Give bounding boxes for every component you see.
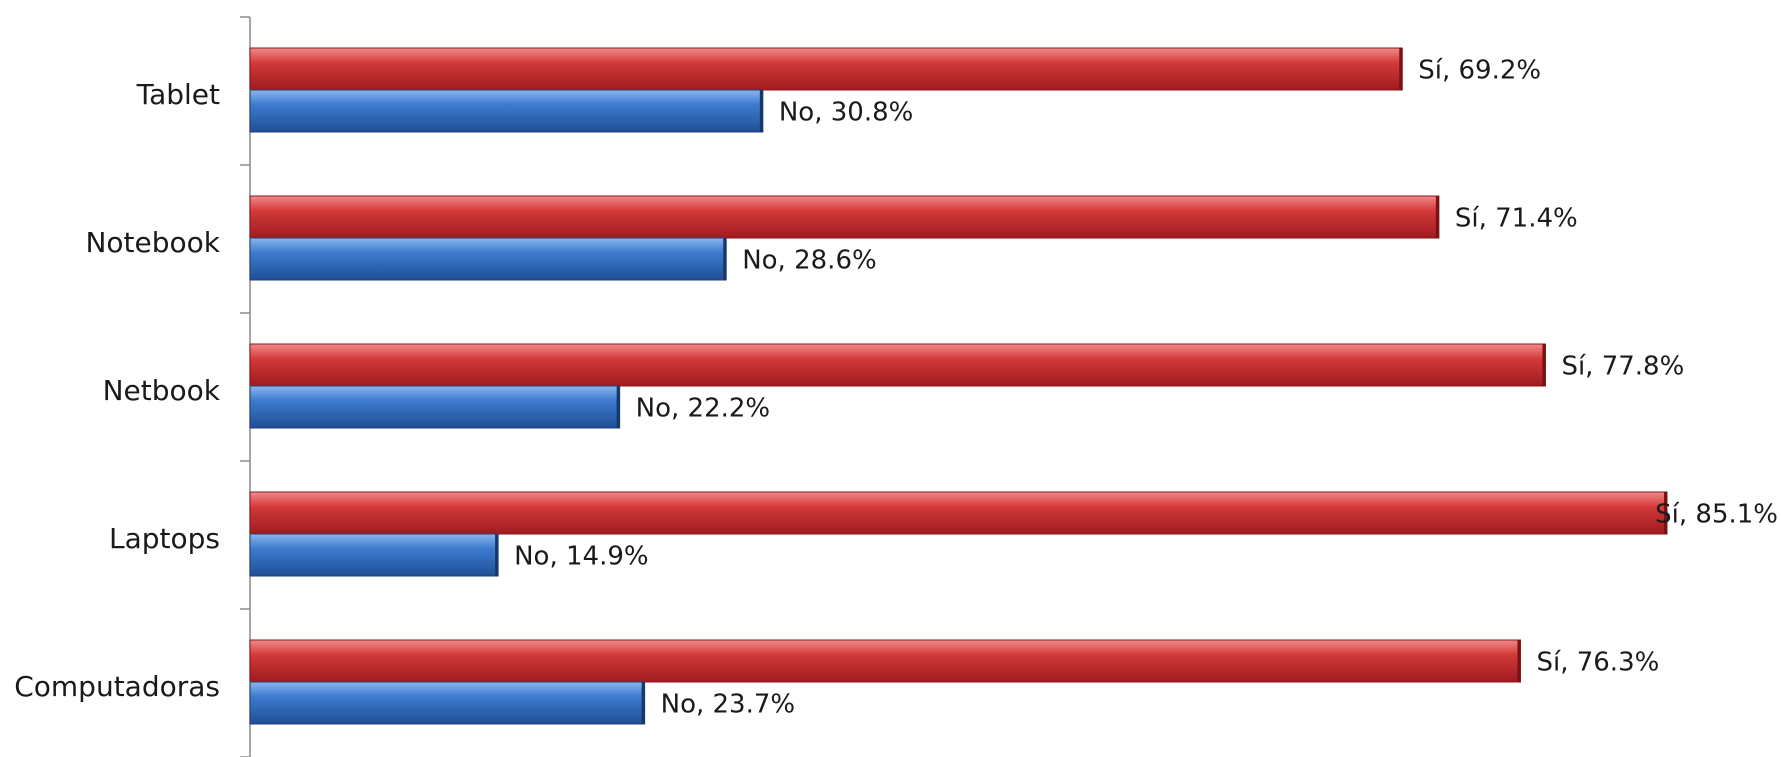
- data-label-si: Sí, 71.4%: [1455, 204, 1578, 234]
- category-label: Notebook: [85, 226, 220, 259]
- bar-si: [250, 48, 1402, 90]
- data-label-no: No, 14.9%: [514, 542, 648, 572]
- category-label: Laptops: [109, 522, 220, 555]
- data-label-si: Sí, 76.3%: [1536, 648, 1659, 678]
- bar-no: [250, 90, 763, 132]
- bar-end-cap-si: [1399, 48, 1402, 90]
- category-label: Computadoras: [14, 670, 220, 703]
- bar-end-cap-no: [760, 90, 763, 132]
- data-label-si: Sí, 69.2%: [1418, 56, 1541, 86]
- bar-si: [250, 640, 1520, 682]
- bar-end-cap-si: [1517, 640, 1520, 682]
- bar-end-cap-si: [1542, 344, 1545, 386]
- bar-end-cap-no: [617, 386, 620, 428]
- bar-si: [250, 196, 1439, 238]
- bar-no: [250, 386, 620, 428]
- bar-layer: [250, 48, 1667, 724]
- bar-end-cap-si: [1436, 196, 1439, 238]
- bar-no: [250, 534, 498, 576]
- data-label-no: No, 22.2%: [636, 394, 770, 424]
- bar-si: [250, 344, 1545, 386]
- category-label: Netbook: [103, 374, 221, 407]
- bar-no: [250, 682, 645, 724]
- axis-layer: [240, 17, 250, 757]
- bar-no: [250, 238, 726, 280]
- data-label-no: No, 23.7%: [661, 690, 795, 720]
- bar-si: [250, 492, 1667, 534]
- data-label-no: No, 30.8%: [779, 98, 913, 128]
- data-label-no: No, 28.6%: [742, 246, 876, 276]
- data-label-si: Sí, 77.8%: [1561, 352, 1684, 382]
- bar-end-cap-no: [723, 238, 726, 280]
- data-label-si: Sí, 85.1%: [1655, 500, 1778, 530]
- bar-end-cap-no: [495, 534, 498, 576]
- bar-end-cap-no: [642, 682, 645, 724]
- category-label: Tablet: [136, 78, 220, 111]
